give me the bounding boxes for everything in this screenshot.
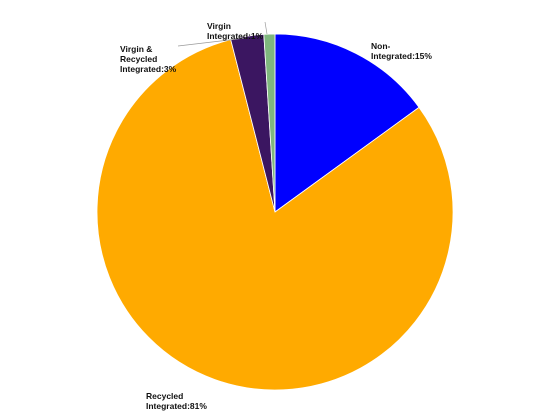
pie-label-1: Non-Integrated:15% (371, 41, 432, 61)
pie-label-line: Integrated:1% (207, 31, 264, 41)
leader-line-4 (264, 21, 268, 35)
pie-label-2: Recycled Integrated:81% (146, 391, 207, 411)
pie-slices (96, 33, 454, 391)
pie-label-line: Recycled (146, 391, 183, 401)
pie-label-line: Recycled (120, 54, 157, 64)
pie-label-line: Integrated:3% (120, 64, 177, 74)
pie-slice-4 (263, 33, 276, 213)
pie-label-3: Virgin & Recycled Integrated:3% (120, 44, 177, 74)
pie-label-line: Virgin & (120, 44, 152, 54)
pie-label-line: Virgin (207, 21, 231, 31)
pie-label-line: Integrated:81% (146, 401, 207, 411)
pie-slice-2 (96, 39, 454, 391)
pie-labels: Non-Integrated:15%Recycled Integrated:81%… (120, 21, 432, 411)
label-leader-lines (177, 21, 268, 47)
leader-line-3 (177, 37, 247, 47)
pie-label-line: Non- (371, 41, 391, 51)
pie-label-line: Integrated:15% (371, 51, 432, 61)
pie-slice-1 (274, 33, 420, 213)
pie-label-4: Virgin Integrated:1% (207, 21, 264, 41)
